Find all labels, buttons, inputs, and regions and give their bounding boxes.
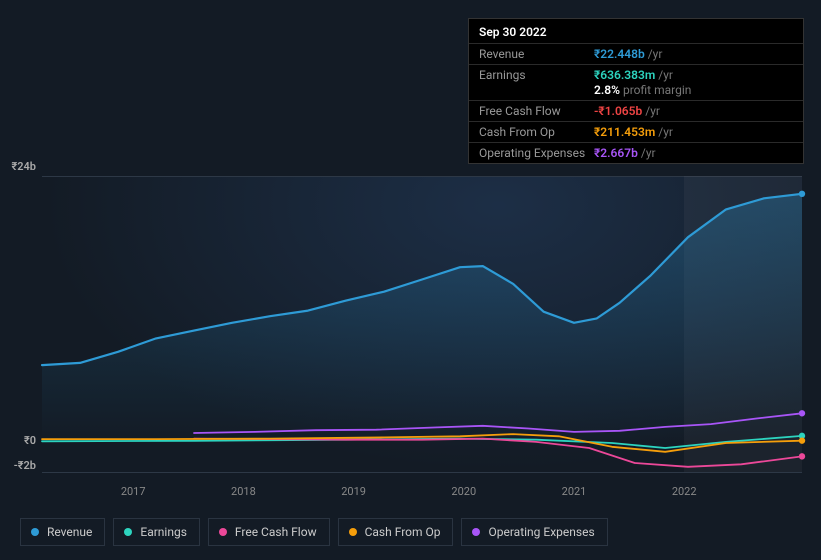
tooltip-row-value: ₹2.667b xyxy=(594,146,638,160)
tooltip-row-sub: 2.8%profit margin xyxy=(469,83,803,100)
legend-dot-icon xyxy=(349,528,357,536)
legend-item-revenue[interactable]: Revenue xyxy=(20,518,105,546)
series-end-dot-revenue xyxy=(799,191,805,197)
legend-dot-icon xyxy=(219,528,227,536)
tooltip-row: Cash From Op₹211.453m/yr xyxy=(469,121,803,142)
legend-label: Free Cash Flow xyxy=(235,525,317,539)
tooltip-row-value: ₹211.453m xyxy=(594,125,655,139)
legend-label: Operating Expenses xyxy=(488,525,594,539)
legend-item-cash_from_op[interactable]: Cash From Op xyxy=(338,518,454,546)
legend-dot-icon xyxy=(124,528,132,536)
legend-item-operating_expenses[interactable]: Operating Expenses xyxy=(461,518,607,546)
series-end-dot-operating_expenses xyxy=(799,410,805,416)
x-axis-tick: 2018 xyxy=(231,485,256,498)
tooltip-row-value: ₹636.383m xyxy=(594,68,655,82)
tooltip-row-label: Free Cash Flow xyxy=(479,104,594,118)
tooltip-row: Revenue₹22.448b/yr xyxy=(469,43,803,64)
series-end-dot-cash_from_op xyxy=(799,437,805,443)
legend-label: Revenue xyxy=(47,525,92,539)
tooltip-row-unit: /yr xyxy=(645,104,660,118)
tooltip-row-unit: /yr xyxy=(658,68,673,82)
chart-legend: Revenue Earnings Free Cash Flow Cash From O… xyxy=(20,518,608,546)
tooltip-row-unit: /yr xyxy=(648,47,663,61)
tooltip-row-unit: /yr xyxy=(641,146,656,160)
tooltip-row-unit: /yr xyxy=(658,125,673,139)
data-tooltip: Sep 30 2022 Revenue₹22.448b/yrEarnings₹6… xyxy=(468,18,804,164)
tooltip-row-value: -₹1.065b xyxy=(594,104,642,118)
tooltip-row-label: Revenue xyxy=(479,47,594,61)
legend-item-free_cash_flow[interactable]: Free Cash Flow xyxy=(208,518,330,546)
tooltip-row-label: Earnings xyxy=(479,68,594,82)
y-axis-label: ₹0 xyxy=(0,434,36,447)
tooltip-row-value: ₹22.448b xyxy=(594,47,645,61)
tooltip-date: Sep 30 2022 xyxy=(469,19,803,43)
tooltip-row: Operating Expenses₹2.667b/yr xyxy=(469,142,803,163)
legend-dot-icon xyxy=(31,528,39,536)
gridline-bottom xyxy=(42,472,802,473)
tooltip-row-label: Operating Expenses xyxy=(479,146,594,160)
legend-label: Cash From Op xyxy=(365,525,441,539)
chart-lines xyxy=(42,176,802,472)
y-axis-label: ₹24b xyxy=(0,160,36,173)
legend-item-earnings[interactable]: Earnings xyxy=(113,518,200,546)
x-axis-tick: 2021 xyxy=(562,485,587,498)
x-axis-tick: 2022 xyxy=(672,485,697,498)
tooltip-row: Earnings₹636.383m/yr xyxy=(469,64,803,85)
legend-label: Earnings xyxy=(140,525,187,539)
y-axis-label: -₹2b xyxy=(0,459,36,472)
legend-dot-icon xyxy=(472,528,480,536)
x-axis-tick: 2017 xyxy=(121,485,146,498)
x-axis-tick: 2020 xyxy=(451,485,476,498)
series-end-dot-free_cash_flow xyxy=(799,453,805,459)
tooltip-row-label: Cash From Op xyxy=(479,125,594,139)
x-axis-tick: 2019 xyxy=(341,485,366,498)
chart-plot-area[interactable] xyxy=(42,176,802,472)
tooltip-row: Free Cash Flow-₹1.065b/yr xyxy=(469,100,803,121)
